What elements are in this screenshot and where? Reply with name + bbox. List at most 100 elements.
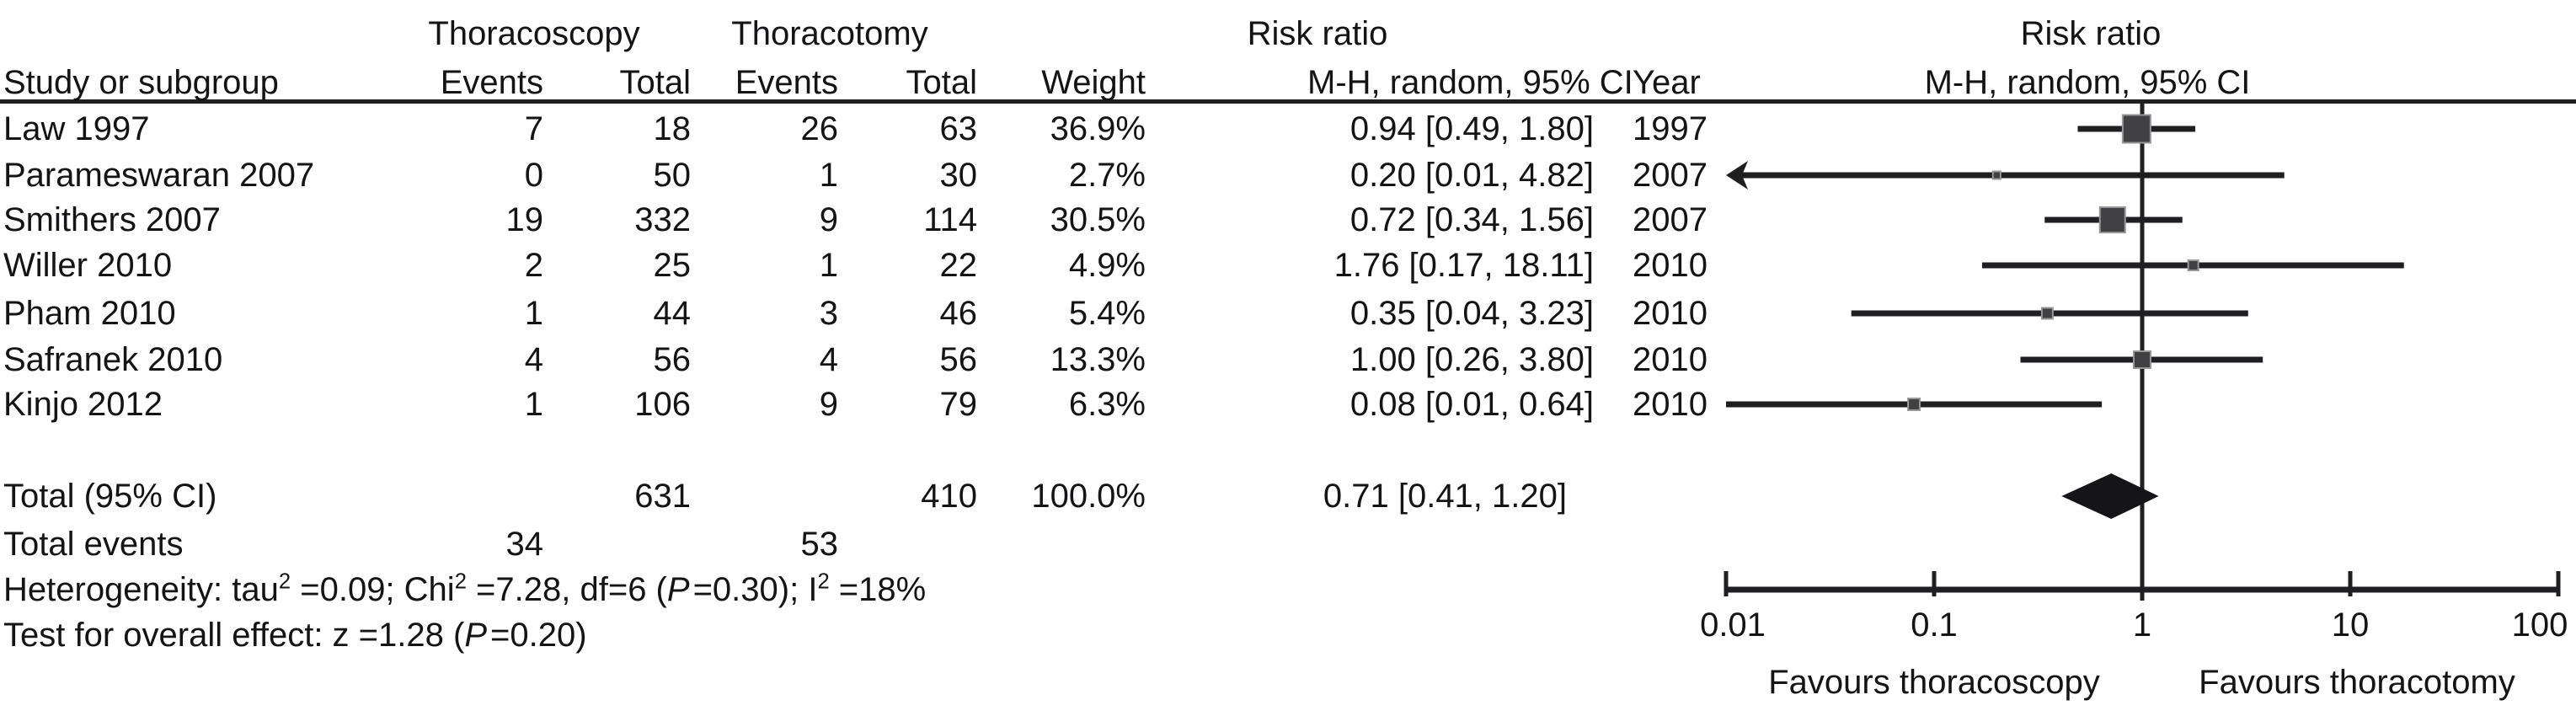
total-1-value: 18 bbox=[653, 110, 692, 147]
axis-tick-label: 0.01 bbox=[1700, 606, 1766, 644]
x-axis-tick bbox=[2140, 571, 2145, 596]
effect-marker bbox=[2187, 259, 2199, 271]
study-name: Willer 2010 bbox=[3, 247, 173, 284]
total-total-2: 410 bbox=[921, 478, 977, 515]
x-axis-tick bbox=[1724, 571, 1729, 596]
weight-value: 6.3% bbox=[1068, 386, 1146, 423]
weight-value: 4.9% bbox=[1068, 247, 1146, 284]
events-2-value: 9 bbox=[819, 386, 838, 423]
events-1-value: 0 bbox=[524, 157, 543, 194]
total-1-value: 25 bbox=[653, 247, 692, 284]
effect-marker bbox=[2098, 206, 2126, 233]
effect-marker bbox=[2121, 114, 2151, 144]
total-2-value: 30 bbox=[939, 157, 978, 194]
year-value: 2007 bbox=[1633, 201, 1708, 238]
axis-tick-label: 1 bbox=[2132, 606, 2152, 644]
ci-label: 1.00 [0.26, 3.80] bbox=[1349, 341, 1594, 378]
x-axis-tick bbox=[2556, 571, 2561, 596]
effect-marker bbox=[2040, 307, 2054, 320]
group-header-thoracotomy: Thoracotomy bbox=[731, 15, 928, 52]
year-value: 2010 bbox=[1633, 386, 1708, 423]
pooled-diamond bbox=[2061, 473, 2159, 519]
total-2-value: 22 bbox=[939, 247, 978, 284]
ci-label: 0.35 [0.04, 3.23] bbox=[1349, 295, 1594, 332]
col-header-events-2: Events bbox=[735, 64, 838, 101]
weight-value: 2.7% bbox=[1068, 157, 1146, 194]
total-2-value: 79 bbox=[939, 386, 978, 423]
events-2-value: 9 bbox=[819, 201, 838, 238]
total-1-value: 56 bbox=[653, 341, 692, 378]
col-header-mh-left: M-H, random, 95% CI bbox=[1307, 64, 1633, 101]
col-header-events-1: Events bbox=[440, 64, 543, 101]
events-2-value: 4 bbox=[819, 341, 838, 378]
weight-value: 13.3% bbox=[1050, 341, 1146, 378]
total-1-value: 106 bbox=[634, 386, 691, 423]
events-1-value: 2 bbox=[524, 247, 543, 284]
col-header-total-1: Total bbox=[619, 64, 692, 101]
col-header-study: Study or subgroup bbox=[3, 64, 279, 101]
study-name: Parameswaran 2007 bbox=[3, 157, 315, 194]
weight-value: 36.9% bbox=[1050, 110, 1146, 147]
axis-tick-label: 10 bbox=[2331, 606, 2370, 644]
total-events-label: Total events bbox=[3, 526, 184, 563]
overall-effect-text: Test for overall effect: z =1.28 (P =0.20… bbox=[3, 617, 587, 654]
study-name: Safranek 2010 bbox=[3, 341, 223, 378]
weight-value: 30.5% bbox=[1050, 201, 1146, 238]
study-name: Smithers 2007 bbox=[3, 201, 221, 238]
year-value: 2010 bbox=[1633, 295, 1708, 332]
ci-label: 1.76 [0.17, 18.11] bbox=[1333, 247, 1594, 284]
col-header-mh-right: M-H, random, 95% CI bbox=[1924, 64, 2251, 101]
header-rule bbox=[0, 99, 2576, 104]
total-2-value: 63 bbox=[939, 110, 978, 147]
ci-label: 0.08 [0.01, 0.64] bbox=[1349, 386, 1594, 423]
favours-right-label: Favours thoracotomy bbox=[2199, 664, 2515, 701]
events-1-value: 19 bbox=[505, 201, 544, 238]
events-1-value: 7 bbox=[524, 110, 543, 147]
total-label: Total (95% CI) bbox=[3, 478, 217, 515]
year-value: 2010 bbox=[1633, 247, 1708, 284]
total-total-1: 631 bbox=[634, 478, 691, 515]
events-1-value: 1 bbox=[524, 295, 543, 332]
total-ci-label: 0.71 [0.41, 1.20] bbox=[1323, 478, 1567, 515]
null-effect-line bbox=[2140, 99, 2145, 601]
x-axis-tick bbox=[2348, 571, 2353, 596]
favours-left-label: Favours thoracoscopy bbox=[1768, 664, 2100, 701]
effect-marker bbox=[1991, 170, 2001, 180]
effect-marker bbox=[2133, 350, 2151, 369]
total-2-value: 56 bbox=[939, 341, 978, 378]
total-2-value: 114 bbox=[923, 201, 977, 238]
total-2-value: 46 bbox=[939, 295, 978, 332]
events-2-value: 26 bbox=[800, 110, 839, 147]
year-value: 1997 bbox=[1633, 110, 1708, 147]
x-axis-tick bbox=[1932, 571, 1937, 596]
year-value: 2007 bbox=[1633, 157, 1708, 194]
effect-title-left: Risk ratio bbox=[1247, 15, 1388, 52]
col-header-total-2: Total bbox=[906, 64, 978, 101]
axis-tick-label: 0.1 bbox=[1911, 606, 1958, 644]
col-header-year: Year bbox=[1633, 64, 1701, 101]
ci-line bbox=[1741, 172, 2285, 179]
effect-title-right: Risk ratio bbox=[2020, 15, 2162, 52]
ci-left-arrow bbox=[1726, 161, 1748, 190]
ci-label: 0.72 [0.34, 1.56] bbox=[1349, 201, 1594, 238]
total-1-value: 332 bbox=[634, 201, 691, 238]
events-1-value: 1 bbox=[524, 386, 543, 423]
ci-label: 0.94 [0.49, 1.80] bbox=[1349, 110, 1594, 147]
study-name: Pham 2010 bbox=[3, 295, 176, 332]
total-events-2: 53 bbox=[800, 526, 839, 563]
col-header-weight: Weight bbox=[1041, 64, 1146, 101]
total-weight: 100.0% bbox=[1031, 478, 1146, 515]
axis-tick-label: 100 bbox=[2511, 606, 2568, 644]
weight-value: 5.4% bbox=[1068, 295, 1146, 332]
events-1-value: 4 bbox=[524, 341, 543, 378]
total-1-value: 44 bbox=[653, 295, 692, 332]
ci-label: 0.20 [0.01, 4.82] bbox=[1349, 157, 1594, 194]
study-name: Kinjo 2012 bbox=[3, 386, 163, 423]
events-2-value: 1 bbox=[819, 157, 838, 194]
group-header-thoracoscopy: Thoracoscopy bbox=[428, 15, 640, 52]
year-value: 2010 bbox=[1633, 341, 1708, 378]
study-name: Law 1997 bbox=[3, 110, 150, 147]
effect-marker bbox=[1907, 398, 1921, 411]
total-events-1: 34 bbox=[505, 526, 544, 563]
